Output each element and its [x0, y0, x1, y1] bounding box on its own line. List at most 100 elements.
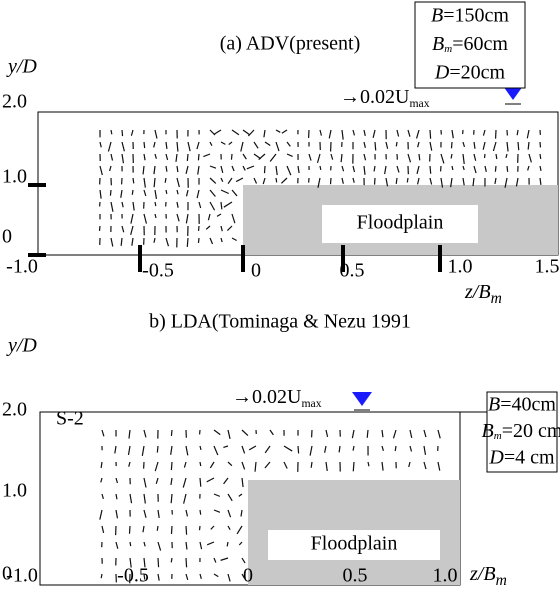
velocity-vector — [197, 237, 200, 244]
velocity-vector — [396, 165, 400, 173]
velocity-vector — [121, 225, 125, 233]
velocity-vector — [451, 165, 454, 171]
velocity-vector — [99, 189, 102, 199]
velocity-vector — [109, 165, 112, 172]
velocity-vector — [142, 525, 145, 533]
velocity-vector — [409, 445, 413, 452]
velocity-vector — [207, 213, 211, 221]
velocity-vector — [423, 461, 427, 470]
velocity-vector — [175, 153, 178, 162]
velocity-vector — [275, 129, 281, 133]
water-level-marker — [352, 392, 372, 406]
velocity-vector — [216, 213, 222, 217]
floodplain-label: Floodplain — [311, 533, 398, 555]
velocity-vector — [205, 225, 211, 230]
velocity-vector — [297, 165, 300, 174]
velocity-vector — [143, 213, 148, 224]
velocity-vector — [155, 477, 159, 484]
velocity-vector — [153, 165, 156, 175]
velocity-vector — [462, 165, 465, 171]
velocity-vector — [170, 461, 173, 471]
velocity-vector — [176, 201, 179, 208]
velocity-vector — [185, 557, 188, 568]
velocity-vector — [352, 165, 356, 173]
velocity-vector — [143, 541, 146, 547]
velocity-vector — [142, 165, 145, 175]
velocity-vector — [416, 177, 420, 185]
velocity-vector — [247, 129, 255, 137]
floodplain-label-box — [268, 530, 440, 560]
y-axis-label: y/D — [6, 335, 37, 357]
velocity-vector — [143, 177, 146, 188]
velocity-vector — [130, 213, 134, 224]
velocity-vector — [220, 165, 224, 173]
velocity-vector — [372, 129, 376, 138]
velocity-vector — [262, 177, 266, 185]
velocity-vector — [127, 445, 131, 456]
velocity-vector — [230, 153, 233, 160]
parameter-value: =4 cm — [504, 446, 555, 468]
x-axis-label: z/Bm — [464, 281, 502, 307]
velocity-vector — [143, 141, 146, 149]
velocity-vector — [352, 177, 355, 183]
velocity-vector — [494, 177, 497, 185]
parameter-value: =40cm — [500, 393, 556, 415]
velocity-vector — [494, 165, 497, 172]
velocity-vector — [170, 557, 173, 563]
velocity-vector — [408, 461, 411, 468]
x-tick-label: 1.0 — [448, 256, 473, 278]
velocity-vector — [143, 573, 146, 580]
velocity-vector — [220, 557, 229, 561]
velocity-vector — [220, 177, 224, 183]
velocity-vector — [269, 429, 274, 436]
parameter-subscript: m — [444, 43, 452, 55]
velocity-vector — [176, 165, 179, 173]
velocity-vector — [154, 129, 158, 139]
velocity-vector — [130, 225, 134, 236]
velocity-vector — [328, 129, 332, 139]
x-axis-label: z/Bm — [469, 563, 507, 589]
x-tick-label: -0.5 — [117, 565, 149, 587]
velocity-vector — [120, 237, 123, 246]
velocity-vector — [154, 213, 157, 219]
velocity-vector — [286, 165, 292, 176]
velocity-vector — [223, 477, 229, 485]
velocity-vector — [185, 165, 189, 174]
water-level-marker — [503, 86, 523, 100]
velocity-vector — [213, 429, 221, 436]
velocity-vector — [241, 445, 246, 454]
velocity-vector — [227, 573, 231, 582]
velocity-vector — [253, 141, 259, 149]
velocity-vector — [527, 141, 530, 150]
velocity-vector — [241, 461, 246, 470]
velocity-vector — [472, 177, 475, 187]
velocity-vector — [407, 153, 412, 163]
velocity-vector — [114, 445, 117, 454]
velocity-vector — [462, 177, 465, 186]
x-tick-label: -1.0 — [6, 565, 38, 587]
parameter-symbol: B — [482, 420, 494, 442]
velocity-vector — [227, 461, 233, 467]
velocity-vector — [99, 165, 103, 176]
velocity-vector — [341, 129, 344, 140]
velocity-vector — [462, 141, 466, 148]
velocity-vector — [121, 129, 124, 137]
velocity-vector — [231, 189, 238, 197]
velocity-vector — [483, 153, 486, 159]
velocity-vector — [253, 177, 258, 184]
velocity-vector — [506, 165, 509, 172]
velocity-vector — [143, 557, 146, 568]
velocity-vector — [154, 189, 158, 199]
velocity-vector — [395, 141, 398, 147]
velocity-vector — [385, 141, 389, 149]
velocity-vector — [209, 177, 217, 184]
velocity-vector — [527, 165, 530, 171]
velocity-vector — [210, 525, 215, 530]
velocity-vector — [429, 141, 433, 151]
velocity-vector — [526, 129, 530, 139]
velocity-vector — [185, 509, 189, 517]
velocity-vector — [366, 429, 369, 438]
velocity-vector — [517, 141, 520, 151]
velocity-vector — [110, 129, 113, 135]
velocity-vector — [515, 177, 519, 187]
